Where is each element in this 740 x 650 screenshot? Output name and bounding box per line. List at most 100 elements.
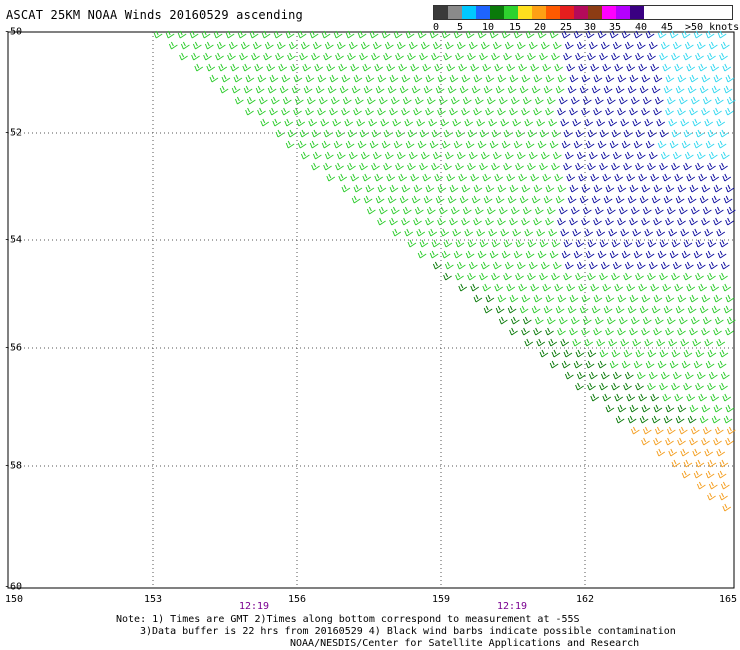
wind-barb	[515, 162, 524, 171]
wind-barb	[675, 85, 685, 94]
wind-barb	[617, 217, 626, 226]
wind-barb	[444, 151, 454, 160]
wind-barb	[347, 52, 356, 61]
wind-barb	[647, 382, 656, 391]
wind-barb	[575, 52, 584, 61]
wind-barb	[254, 63, 264, 72]
wind-barb	[713, 294, 723, 303]
wind-barb	[522, 96, 532, 105]
wind-barb	[563, 52, 572, 61]
wind-barb	[641, 437, 650, 446]
wind-barb	[581, 74, 591, 83]
wind-barb	[659, 52, 668, 61]
wind-barb	[701, 107, 710, 116]
wind-barb	[599, 239, 609, 248]
wind-barb	[245, 107, 254, 116]
wind-barb	[275, 129, 285, 138]
wind-barb	[545, 294, 555, 303]
wind-barb	[311, 162, 320, 171]
wind-barb	[240, 41, 250, 50]
wind-barb	[651, 195, 661, 204]
wind-barb	[527, 162, 536, 171]
wind-barb	[434, 63, 444, 72]
wind-barb	[339, 85, 349, 94]
wind-barb	[671, 349, 681, 358]
wind-barb	[372, 151, 382, 160]
lon-label: 165	[718, 594, 738, 605]
legend-swatch	[560, 6, 574, 19]
wind-barb	[524, 118, 534, 127]
wind-barb	[650, 283, 660, 292]
wind-barb	[695, 382, 704, 391]
wind-barb	[497, 107, 506, 116]
wind-barb	[527, 129, 537, 138]
wind-barb	[476, 228, 486, 237]
wind-barb	[623, 349, 633, 358]
wind-barb	[642, 96, 652, 105]
wind-barb	[306, 96, 316, 105]
wind-barb	[392, 228, 402, 237]
wind-barb	[264, 41, 274, 50]
wind-barb	[593, 74, 603, 83]
wind-barb	[428, 228, 438, 237]
wind-barb	[633, 30, 643, 39]
wind-barb	[572, 338, 582, 347]
wind-barb	[593, 107, 602, 116]
wind-barb	[635, 349, 645, 358]
wind-barb	[612, 261, 622, 270]
wind-barb	[567, 195, 577, 204]
wind-barb	[423, 195, 433, 204]
wind-barb	[569, 107, 578, 116]
wind-barb	[533, 217, 542, 226]
wind-barb	[699, 415, 709, 424]
wind-barb	[549, 140, 559, 149]
wind-barb	[329, 107, 338, 116]
wind-barb	[405, 30, 415, 39]
wind-barb	[549, 30, 559, 39]
wind-barb	[425, 74, 435, 83]
wind-barb	[597, 250, 607, 259]
wind-barb	[605, 217, 614, 226]
wind-barb	[558, 316, 568, 325]
wind-barb	[717, 30, 727, 39]
wind-barb	[341, 107, 350, 116]
wind-barb	[320, 118, 330, 127]
wind-barb	[669, 360, 679, 369]
wind-barb	[681, 360, 691, 369]
wind-barb	[488, 228, 498, 237]
wind-barb	[509, 217, 518, 226]
wind-barb	[536, 228, 546, 237]
wind-barb	[515, 272, 524, 281]
wind-barb	[635, 239, 645, 248]
wind-barb	[665, 404, 675, 413]
wind-barb	[561, 30, 571, 39]
wind-barb	[686, 173, 696, 182]
wind-barb	[644, 228, 654, 237]
wind-barb	[629, 107, 638, 116]
wind-barb	[624, 41, 634, 50]
wind-barb	[647, 239, 657, 248]
wind-barb	[725, 107, 734, 116]
wind-barb	[536, 338, 546, 347]
wind-barb	[708, 481, 718, 490]
wind-barb	[431, 129, 441, 138]
wind-barb	[683, 349, 693, 358]
wind-barb	[542, 283, 552, 292]
wind-barb	[717, 360, 727, 369]
wind-barb	[527, 272, 536, 281]
wind-barb	[615, 305, 625, 314]
wind-barb	[689, 404, 699, 413]
wind-barb	[500, 118, 510, 127]
wind-barb	[569, 217, 578, 226]
lat-label: -50	[4, 26, 23, 38]
wind-barb	[434, 173, 444, 182]
wind-barb	[279, 85, 289, 94]
legend-swatch	[532, 6, 546, 19]
wind-barb	[450, 206, 460, 215]
wind-barb	[692, 338, 702, 347]
wind-barb	[545, 74, 555, 83]
wind-barb	[579, 195, 589, 204]
wind-barb	[629, 404, 639, 413]
wind-barb	[506, 63, 516, 72]
